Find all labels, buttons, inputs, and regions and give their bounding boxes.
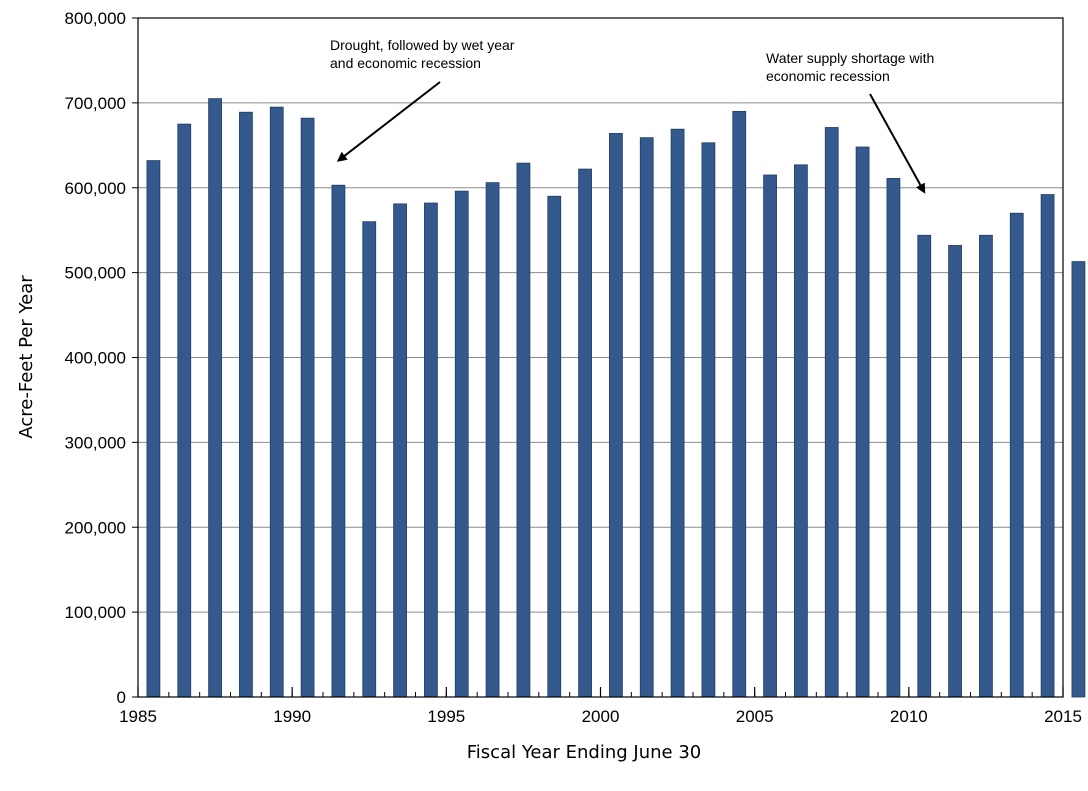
x-tick-label: 2010: [890, 707, 928, 726]
bar: [639, 137, 654, 698]
bars: [146, 98, 1086, 698]
y-tick-label: 100,000: [65, 603, 126, 622]
x-tick-label: 2000: [582, 707, 620, 726]
bar: [331, 184, 346, 698]
bar: [177, 123, 192, 698]
bar: [670, 128, 685, 698]
bar: [794, 164, 808, 698]
bar: [424, 202, 438, 698]
annotation-arrow: [869, 93, 926, 194]
annotation-text: Water supply shortage with: [766, 50, 934, 66]
bar: [917, 234, 932, 698]
bar: [855, 146, 870, 698]
y-axis-ticks: 0 100,000 200,000 300,000 400,000 500,000 600,…: [65, 9, 138, 707]
bar: [979, 234, 993, 698]
bar: [362, 221, 377, 698]
x-tick-label: 1990: [273, 707, 311, 726]
y-tick-label: 200,000: [65, 518, 126, 537]
y-tick-label: 400,000: [65, 349, 126, 368]
bar: [824, 127, 839, 698]
bar: [1009, 212, 1024, 698]
annotation-text: and economic recession: [330, 55, 481, 71]
bar: [701, 142, 716, 698]
bar: [763, 174, 777, 698]
x-tick-label: 1995: [427, 707, 465, 726]
bar: [300, 117, 315, 698]
bar: [732, 110, 747, 698]
bar: [948, 245, 962, 698]
annotation-text: economic recession: [766, 68, 890, 84]
bar: [269, 106, 284, 698]
bar: [886, 178, 901, 698]
annotation: Drought, followed by wet year and economi…: [330, 37, 515, 162]
y-tick-label: 600,000: [65, 179, 126, 198]
y-tick-label: 700,000: [65, 94, 126, 113]
bar: [239, 111, 253, 698]
bar: [208, 98, 222, 698]
x-tick-label: 2015: [1044, 707, 1082, 726]
annotation-text: Drought, followed by wet year: [330, 37, 515, 53]
annotations: Drought, followed by wet year and economi…: [330, 37, 934, 194]
bar: [1071, 261, 1086, 698]
annotation-arrow: [336, 81, 441, 162]
x-tick-label: 2005: [736, 707, 774, 726]
x-axis-title: Fiscal Year Ending June 30: [467, 742, 702, 763]
bar: [1040, 194, 1055, 698]
annotation: Water supply shortage with economic reces…: [766, 50, 934, 194]
bar: [146, 160, 161, 698]
gridlines: [138, 102, 1063, 613]
y-tick-label: 0: [117, 688, 126, 707]
x-tick-label: 1985: [119, 707, 157, 726]
bar: [547, 195, 562, 698]
bar: [454, 190, 469, 698]
y-tick-label: 500,000: [65, 264, 126, 283]
bar: [393, 203, 407, 698]
y-tick-label: 800,000: [65, 9, 126, 28]
bar: [578, 168, 592, 698]
x-axis-ticks: 1985 1990 1995 2000 2005 2010 2015: [119, 687, 1082, 726]
bar: [609, 133, 623, 698]
y-axis-title: Acre-Feet Per Year: [16, 275, 37, 439]
bar: [485, 182, 500, 698]
y-tick-label: 300,000: [65, 433, 126, 452]
bar: [516, 162, 531, 698]
